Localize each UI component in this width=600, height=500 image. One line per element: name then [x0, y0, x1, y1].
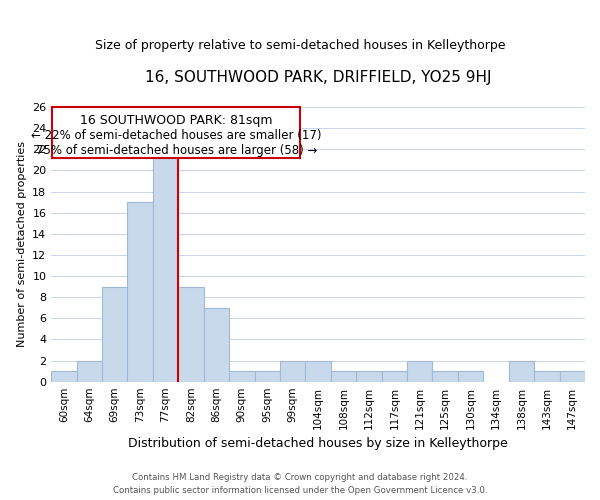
Bar	[127, 202, 153, 382]
Text: Contains HM Land Registry data © Crown copyright and database right 2024.
Contai: Contains HM Land Registry data © Crown c…	[113, 474, 487, 495]
Bar	[280, 360, 305, 382]
Bar	[178, 286, 204, 382]
Bar	[356, 371, 382, 382]
Bar	[77, 360, 102, 382]
Bar	[407, 360, 433, 382]
Bar	[458, 371, 484, 382]
Bar	[560, 371, 585, 382]
Title: 16, SOUTHWOOD PARK, DRIFFIELD, YO25 9HJ: 16, SOUTHWOOD PARK, DRIFFIELD, YO25 9HJ	[145, 70, 491, 85]
Bar	[204, 308, 229, 382]
Bar	[534, 371, 560, 382]
Y-axis label: Number of semi-detached properties: Number of semi-detached properties	[17, 142, 26, 348]
FancyBboxPatch shape	[52, 107, 301, 158]
Bar	[382, 371, 407, 382]
Text: Size of property relative to semi-detached houses in Kelleythorpe: Size of property relative to semi-detach…	[95, 40, 505, 52]
Bar	[229, 371, 254, 382]
Bar	[102, 286, 127, 382]
Text: 16 SOUTHWOOD PARK: 81sqm: 16 SOUTHWOOD PARK: 81sqm	[80, 114, 272, 128]
Bar	[509, 360, 534, 382]
Text: ← 22% of semi-detached houses are smaller (17): ← 22% of semi-detached houses are smalle…	[31, 129, 322, 142]
Bar	[51, 371, 77, 382]
Bar	[433, 371, 458, 382]
Bar	[254, 371, 280, 382]
Bar	[331, 371, 356, 382]
X-axis label: Distribution of semi-detached houses by size in Kelleythorpe: Distribution of semi-detached houses by …	[128, 437, 508, 450]
Bar	[153, 150, 178, 382]
Text: 75% of semi-detached houses are larger (58) →: 75% of semi-detached houses are larger (…	[35, 144, 317, 157]
Bar	[305, 360, 331, 382]
